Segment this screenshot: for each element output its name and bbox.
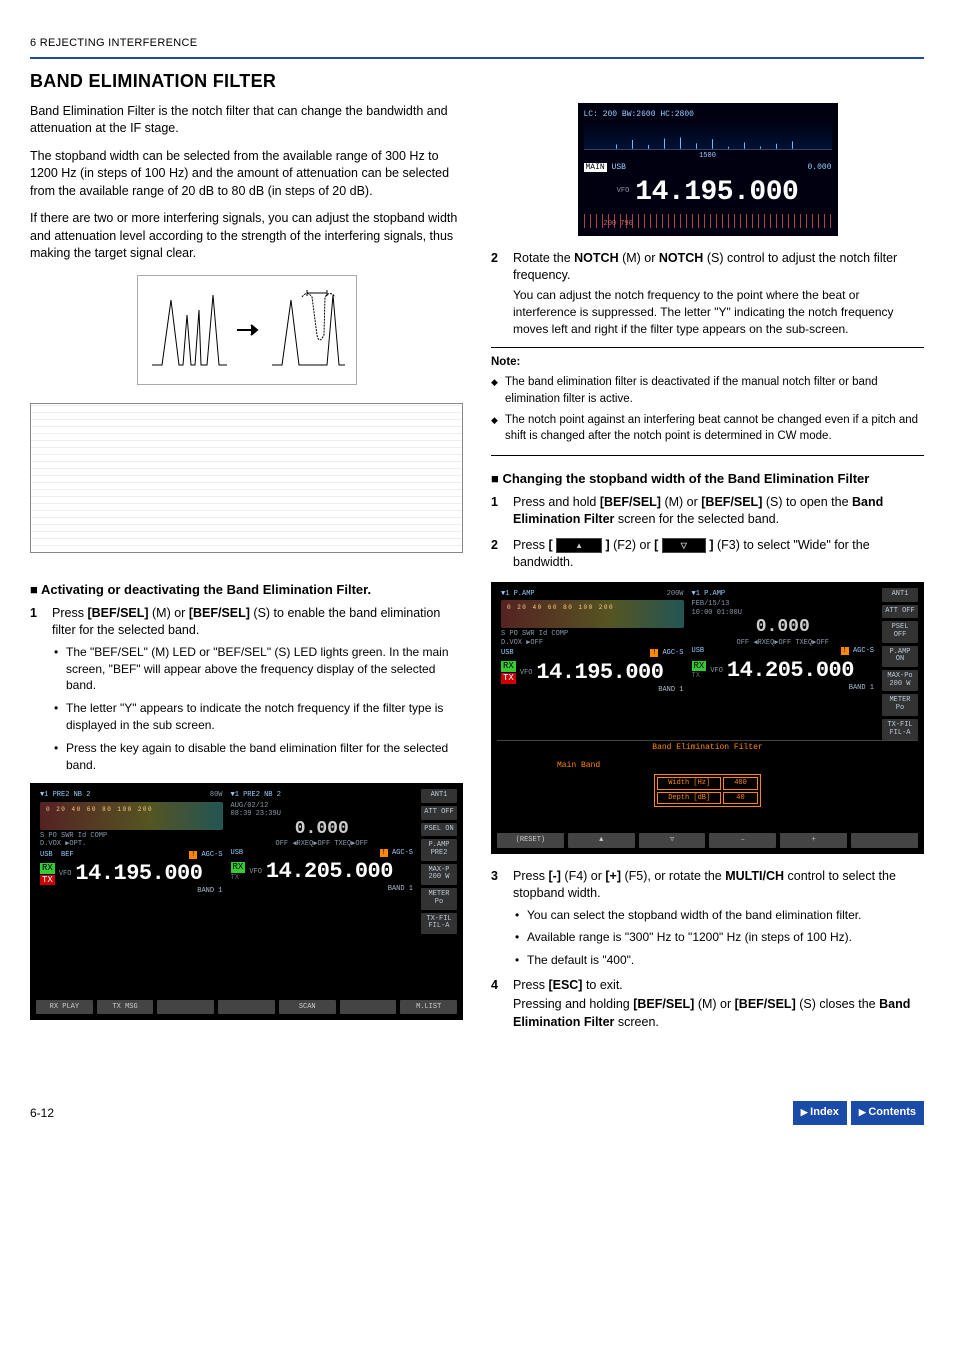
index-button[interactable]: Index (793, 1101, 847, 1124)
activate-bullet-2: The letter "Y" appears to indicate the n… (52, 700, 463, 734)
header-rule (30, 57, 924, 59)
note-item-1: The band elimination filter is deactivat… (491, 374, 924, 406)
changing-step4: Press [ESC] to exit. Pressing and holdin… (491, 977, 924, 1032)
changing-steps-cont: Press [-] (F4) or [+] (F5), or rotate th… (491, 868, 924, 1032)
down-key-icon (662, 538, 706, 553)
changing-step1: Press and hold [BEF/SEL] (M) or [BEF/SEL… (491, 494, 924, 529)
intro-p2: The stopband width can be selected from … (30, 148, 463, 201)
filter-diagram (137, 275, 357, 385)
activate-heading: Activating or deactivating the Band Elim… (30, 581, 463, 599)
changing-heading: Changing the stopband width of the Band … (491, 470, 924, 488)
display-screenshot-2: ▼1 P.AMP200W S PO SWR Id COMP D.VOX ▶OFF… (491, 582, 924, 854)
display-screenshot-1: ▼1 PRE2 NB 280W S PO SWR Id COMP D.VOX ▶… (30, 783, 463, 1020)
intro-p3: If there are two or more interfering sig… (30, 210, 463, 263)
activate-step1: Press [BEF/SEL] (M) or [BEF/SEL] (S) to … (30, 605, 463, 774)
right-column: LC: 200 BW:2600 HC:2800 1500 MAIN USB 0.… (491, 103, 924, 1042)
note-item-2: The notch point against an interfering b… (491, 412, 924, 444)
intro-p1: Band Elimination Filter is the notch fil… (30, 103, 463, 138)
activate-bullet-3: Press the key again to disable the band … (52, 740, 463, 774)
section-title: Band Elimination Filter (30, 69, 924, 94)
contents-button[interactable]: Contents (851, 1101, 924, 1124)
sub-screen-display: LC: 200 BW:2600 HC:2800 1500 MAIN USB 0.… (578, 103, 838, 236)
changing-bullet-2: Available range is "300" Hz to "1200" Hz… (513, 929, 924, 946)
page-header: 6 REJECTING INTERFERENCE (30, 36, 924, 51)
up-key-icon (556, 538, 602, 553)
activate-bullet-1: The "BEF/SEL" (M) LED or "BEF/SEL" (S) L… (52, 644, 463, 694)
rotate-step2: Rotate the NOTCH (M) or NOTCH (S) contro… (491, 250, 924, 337)
radio-front-panel-illustration (30, 403, 463, 553)
changing-step2: Press [ ] (F2) or [ ] (F3) to select "Wi… (491, 537, 924, 572)
note-label: Note: (491, 354, 924, 370)
left-column: Band Elimination Filter is the notch fil… (30, 103, 463, 1042)
page-number: 6-12 (30, 1105, 54, 1122)
changing-step3: Press [-] (F4) or [+] (F5), or rotate th… (491, 868, 924, 969)
rotate-steps: Rotate the NOTCH (M) or NOTCH (S) contro… (491, 250, 924, 337)
changing-bullet-3: The default is "400". (513, 952, 924, 969)
note-box: Note: The band elimination filter is dea… (491, 347, 924, 455)
changing-steps: Press and hold [BEF/SEL] (M) or [BEF/SEL… (491, 494, 924, 572)
activate-steps: Press [BEF/SEL] (M) or [BEF/SEL] (S) to … (30, 605, 463, 774)
page-footer: 6-12 Index Contents (30, 1101, 924, 1124)
changing-bullet-1: You can select the stopband width of the… (513, 907, 924, 924)
